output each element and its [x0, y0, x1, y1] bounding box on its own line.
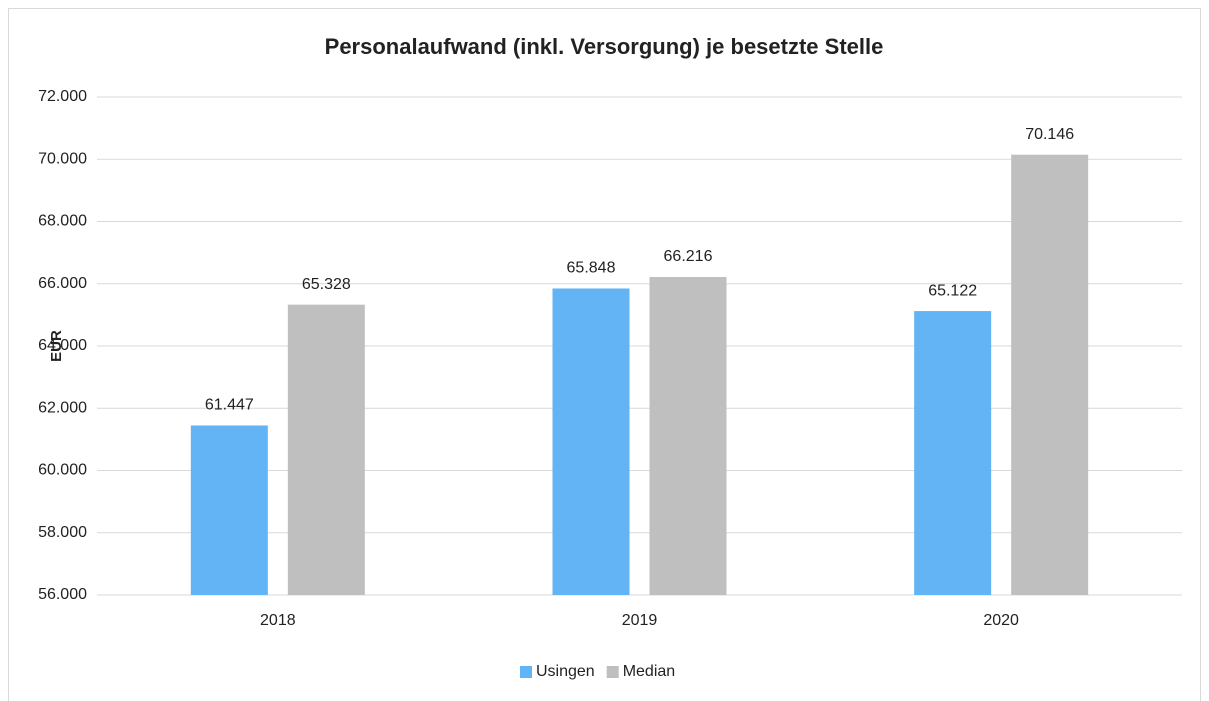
data-label: 66.216 [664, 248, 713, 265]
bar [552, 288, 630, 595]
y-tick-label: 56.000 [38, 586, 87, 603]
y-tick-label: 68.000 [38, 213, 87, 230]
y-tick-label: 70.000 [38, 150, 87, 167]
data-label: 65.122 [928, 282, 977, 299]
y-axis-label: EUR [48, 330, 65, 362]
bar [649, 277, 727, 595]
data-label: 70.146 [1025, 126, 1074, 143]
bar [287, 304, 365, 595]
bar [190, 425, 268, 595]
y-tick-label: 66.000 [38, 275, 87, 292]
data-label: 65.848 [567, 260, 616, 277]
legend-swatch [520, 666, 532, 678]
x-tick-label: 2018 [260, 612, 296, 629]
data-label: 65.328 [302, 276, 351, 293]
x-tick-label: 2020 [983, 612, 1019, 629]
y-tick-label: 60.000 [38, 462, 87, 479]
chart-title: Personalaufwand (inkl. Versorgung) je be… [325, 34, 884, 59]
y-tick-label: 64.000 [38, 337, 87, 354]
data-label: 61.447 [205, 397, 254, 414]
legend-label: Usingen [536, 663, 595, 680]
chart-border [8, 8, 1201, 701]
y-tick-label: 72.000 [38, 88, 87, 105]
x-tick-label: 2019 [622, 612, 658, 629]
legend-swatch [606, 666, 619, 678]
y-tick-label: 58.000 [38, 524, 87, 541]
y-tick-label: 62.000 [38, 399, 87, 416]
legend-label: Median [623, 663, 675, 680]
bar [1011, 154, 1089, 595]
bar [914, 311, 992, 595]
